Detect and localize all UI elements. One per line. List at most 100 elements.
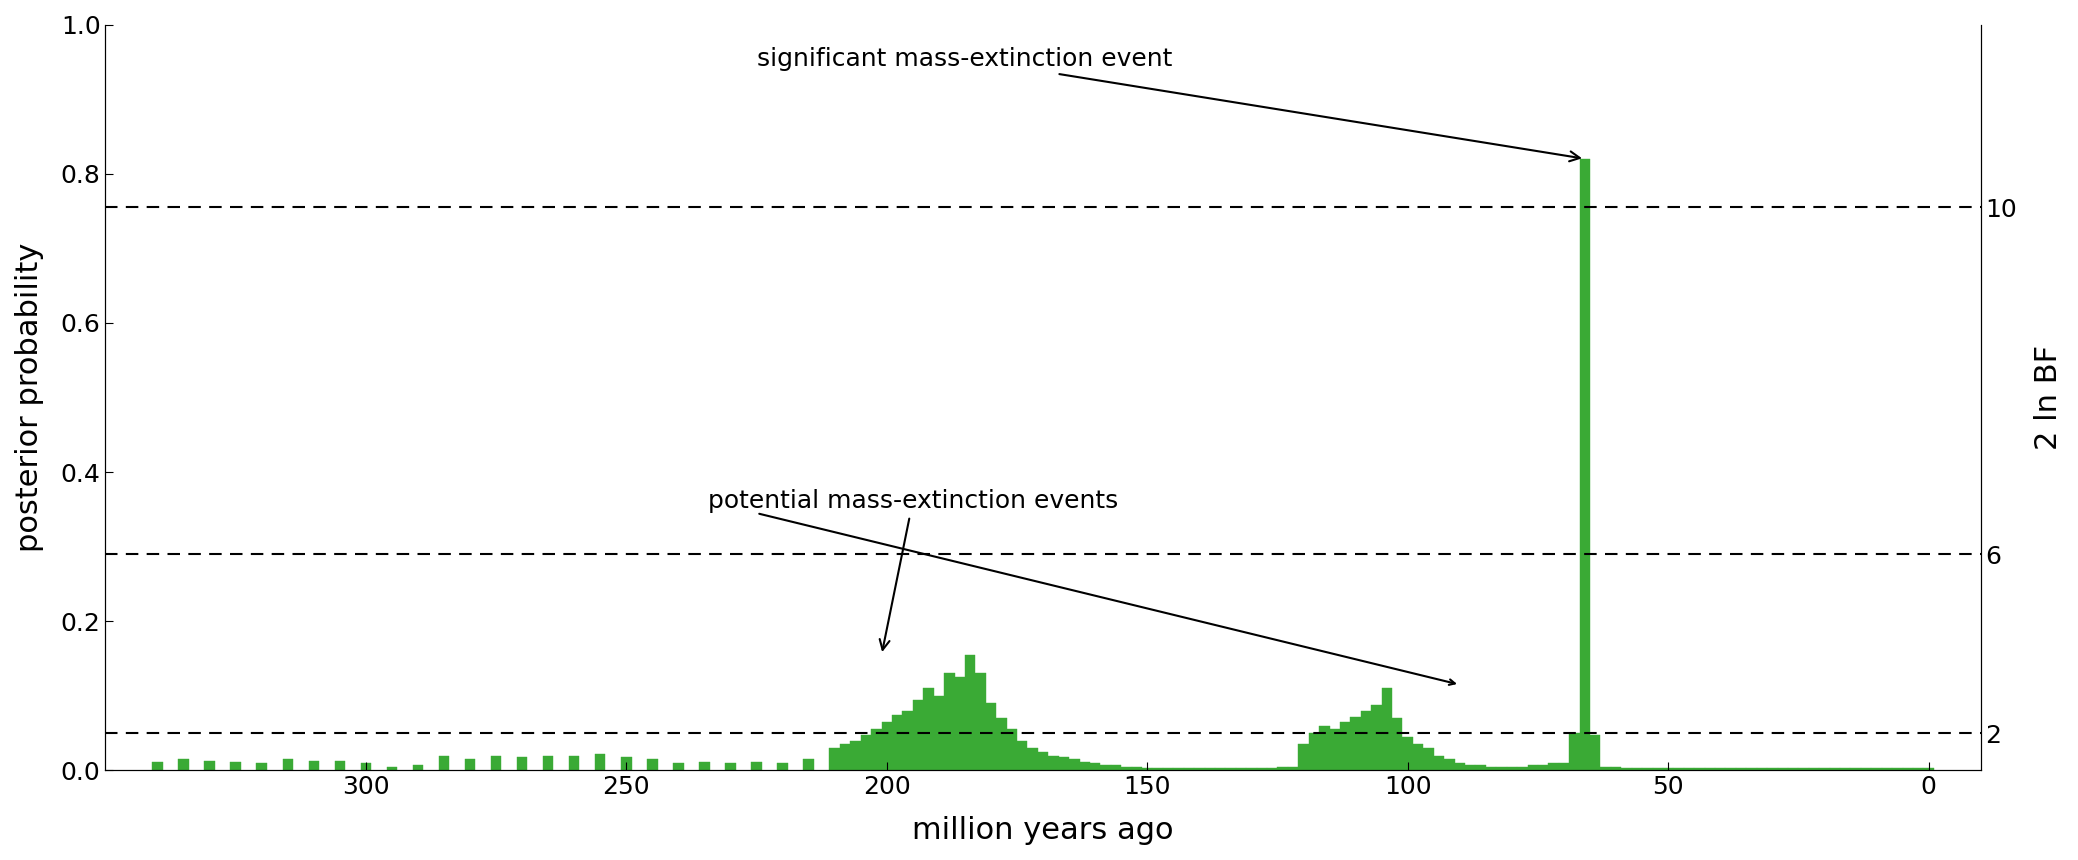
Bar xyxy=(1841,768,1851,771)
Bar xyxy=(1704,768,1714,771)
Bar xyxy=(1527,765,1538,771)
Bar xyxy=(1361,711,1371,771)
Bar xyxy=(673,763,684,771)
Bar xyxy=(1112,765,1122,771)
Bar xyxy=(1268,768,1278,771)
Bar xyxy=(231,761,241,771)
Bar xyxy=(860,734,871,771)
Bar xyxy=(1851,768,1862,771)
Bar xyxy=(804,759,815,771)
Bar xyxy=(1288,767,1299,771)
Bar xyxy=(465,759,476,771)
Y-axis label: posterior probability: posterior probability xyxy=(15,243,44,552)
Bar xyxy=(1101,765,1112,771)
Bar xyxy=(1735,768,1746,771)
Bar xyxy=(1174,768,1184,771)
Bar xyxy=(1371,705,1382,771)
Bar xyxy=(1143,768,1153,771)
Bar xyxy=(1548,763,1558,771)
Bar xyxy=(179,759,189,771)
Bar xyxy=(542,756,553,771)
Bar xyxy=(1652,768,1662,771)
Bar xyxy=(1340,722,1351,771)
Bar xyxy=(646,759,657,771)
Y-axis label: 2 ln BF: 2 ln BF xyxy=(2034,345,2063,450)
Bar xyxy=(985,703,995,771)
Bar xyxy=(1047,756,1058,771)
Bar xyxy=(1610,767,1621,771)
Bar xyxy=(1434,756,1444,771)
Bar xyxy=(725,763,736,771)
Bar xyxy=(1777,768,1787,771)
Bar xyxy=(490,756,501,771)
Bar xyxy=(1133,767,1143,771)
Bar xyxy=(1673,768,1683,771)
Bar xyxy=(933,696,943,771)
Bar xyxy=(1299,745,1309,771)
Bar xyxy=(1465,765,1475,771)
Bar xyxy=(1164,768,1174,771)
Bar xyxy=(850,740,860,771)
Bar xyxy=(752,761,763,771)
Bar xyxy=(912,699,923,771)
Bar xyxy=(1392,718,1403,771)
Bar xyxy=(1797,768,1808,771)
Bar xyxy=(1569,734,1579,771)
Bar xyxy=(840,745,850,771)
Bar xyxy=(1818,768,1829,771)
Bar xyxy=(829,748,840,771)
Bar xyxy=(902,711,912,771)
Bar xyxy=(308,761,320,771)
Bar xyxy=(1714,768,1725,771)
Bar xyxy=(1517,767,1527,771)
Bar xyxy=(1808,768,1818,771)
Bar xyxy=(1205,768,1216,771)
Bar xyxy=(1091,763,1101,771)
Bar xyxy=(1058,757,1068,771)
Bar xyxy=(621,757,632,771)
Bar xyxy=(1725,768,1735,771)
Bar xyxy=(1195,768,1205,771)
Bar xyxy=(1068,759,1081,771)
Bar xyxy=(1914,768,1924,771)
Bar xyxy=(1226,768,1236,771)
Bar xyxy=(1496,767,1507,771)
Bar xyxy=(1694,768,1704,771)
Bar xyxy=(1924,768,1935,771)
Bar xyxy=(1413,745,1423,771)
Bar xyxy=(1662,768,1673,771)
Bar xyxy=(975,673,985,771)
Bar xyxy=(1027,748,1037,771)
Bar xyxy=(1829,768,1841,771)
Text: potential mass-extinction events: potential mass-extinction events xyxy=(709,489,1118,650)
Bar xyxy=(1081,761,1091,771)
Bar xyxy=(1309,734,1320,771)
Bar xyxy=(1631,768,1642,771)
X-axis label: million years ago: million years ago xyxy=(912,816,1174,845)
Bar xyxy=(1184,768,1195,771)
Bar xyxy=(1320,726,1330,771)
Bar xyxy=(1756,768,1766,771)
Bar xyxy=(1883,768,1893,771)
Bar xyxy=(964,654,975,771)
Bar xyxy=(594,754,605,771)
Bar xyxy=(1122,767,1133,771)
Bar xyxy=(1746,768,1756,771)
Bar xyxy=(881,722,891,771)
Text: significant mass-extinction event: significant mass-extinction event xyxy=(756,47,1579,162)
Bar xyxy=(943,673,954,771)
Bar xyxy=(1642,768,1652,771)
Bar xyxy=(362,763,372,771)
Bar xyxy=(1893,768,1903,771)
Bar xyxy=(1351,716,1361,771)
Bar xyxy=(1683,768,1694,771)
Bar xyxy=(414,765,424,771)
Bar xyxy=(1872,768,1883,771)
Bar xyxy=(1903,768,1914,771)
Bar xyxy=(1382,688,1392,771)
Bar xyxy=(152,761,162,771)
Bar xyxy=(1862,768,1872,771)
Bar xyxy=(1590,734,1600,771)
Bar xyxy=(954,677,964,771)
Bar xyxy=(1766,768,1777,771)
